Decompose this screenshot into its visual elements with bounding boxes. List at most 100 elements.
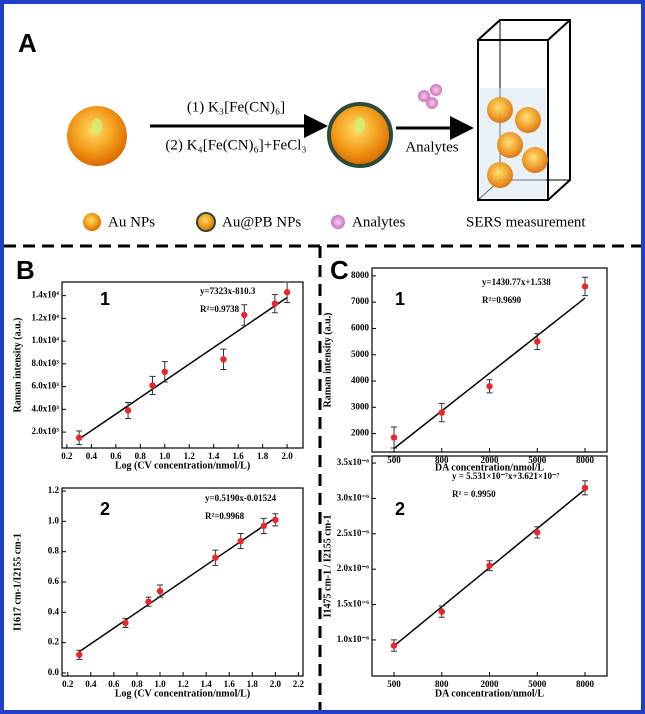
y-tick-label: 0.2 (48, 637, 60, 647)
point (534, 529, 541, 536)
plot-frame (61, 281, 304, 449)
annotation: R²=0.9690 (482, 295, 522, 305)
point (124, 407, 132, 414)
y-tick-label: 1.0x10⁴ (32, 335, 60, 345)
annotation: y=1430.77x+1.538 (482, 277, 551, 287)
x-tick-label: 2000 (481, 679, 500, 689)
x-tick-label: 2.0 (270, 679, 282, 689)
x-tick-label: 1.8 (247, 679, 259, 689)
arrow-label: Analytes (405, 139, 458, 155)
y-tick-label: 1.4x10⁴ (32, 290, 60, 300)
point (145, 598, 152, 605)
point (76, 651, 83, 658)
y-tick-label: 2.0x10⁻⁶ (337, 563, 370, 573)
x-tick-label: 0.2 (62, 679, 74, 689)
legend-icon (196, 212, 216, 232)
y-tick-label: 0.6 (48, 576, 60, 586)
x-tick-label: 0.6 (108, 679, 120, 689)
point (581, 283, 589, 290)
panel-number: 2 (100, 499, 110, 519)
cuvette (477, 19, 571, 201)
panel-letter: A (18, 28, 37, 58)
x-tick-label: 0.8 (135, 451, 147, 461)
x-tick-label: 500 (387, 679, 401, 689)
y-axis-title: I1475 cm-1 / I2155 cm-1 (322, 515, 333, 618)
point (438, 608, 445, 615)
legend-text: Analytes (352, 214, 405, 230)
y-axis-title: Raman intensity (a.u.) (322, 312, 333, 407)
point (212, 554, 219, 561)
x-axis-title: DA concentration/nmol/L (435, 688, 544, 699)
annotation: y=0.5190x-0.01524 (205, 493, 277, 503)
x-tick-label: 800 (435, 455, 449, 465)
point (75, 434, 83, 441)
x-tick-label: 500 (387, 455, 401, 465)
panel-letter: B (16, 255, 35, 285)
y-axis-title: Raman intensity (a.u.) (12, 317, 23, 412)
y-tick-label: 3.0x10⁻⁶ (337, 493, 370, 503)
y-tick-label: 5000 (351, 349, 370, 359)
point (438, 409, 445, 416)
point (486, 562, 493, 569)
panel-number: 2 (395, 499, 405, 519)
x-axis-title: Log (CV concentration/nmol/L) (115, 688, 250, 699)
x-tick-label: 800 (435, 679, 449, 689)
legend-text: Au@PB NPs (222, 214, 301, 230)
y-tick-label: 1.2x10⁴ (32, 312, 60, 322)
y-tick-label: 8.0x10³ (32, 358, 60, 368)
y-tick-label: 6.0x10³ (32, 381, 60, 391)
point (486, 383, 493, 390)
point (534, 338, 541, 345)
highlight (355, 117, 365, 133)
x-tick-label: 0.8 (131, 679, 143, 689)
y-tick-label: 6000 (351, 323, 370, 333)
x-tick-label: 0.6 (110, 451, 122, 461)
analyte (430, 84, 442, 96)
x-tick-label: 0.4 (85, 679, 97, 689)
au-pb-np (327, 102, 393, 168)
x-tick-label: 1.4 (208, 451, 220, 461)
legend-icon (331, 215, 345, 229)
annotation: R² = 0.9950 (452, 489, 496, 499)
x-tick-label: 1.8 (257, 451, 269, 461)
y-tick-label: 8000 (351, 270, 370, 280)
panel-letter: C (330, 255, 349, 285)
y-tick-label: 2.5x10⁻⁶ (337, 528, 370, 538)
x-tick-label: 1.2 (177, 679, 189, 689)
x-tick-label: 2.0 (281, 451, 293, 461)
y-tick-label: 1.2 (48, 485, 60, 495)
analyte (426, 97, 438, 109)
annotation: R²=0.9738 (200, 304, 240, 314)
annotation: y=7323x-810.3 (200, 286, 256, 296)
point (161, 368, 168, 376)
x-axis-title: DA concentration/nmol/L (435, 462, 544, 473)
point (237, 537, 244, 545)
y-tick-label: 1.0 (48, 515, 60, 525)
fit-line (393, 297, 586, 450)
x-tick-label: 1.6 (224, 679, 236, 689)
y-tick-label: 3.5x10⁻⁶ (337, 457, 370, 467)
x-tick-label: 1.2 (184, 451, 196, 461)
au-np (67, 106, 127, 166)
point (260, 522, 267, 530)
y-tick-label: 2.0x10³ (32, 426, 60, 436)
y-tick-label: 1.0x10⁻⁶ (337, 634, 370, 644)
y-tick-label: 3000 (351, 401, 370, 411)
y-tick-label: 2000 (351, 428, 370, 438)
y-tick-label: 0.8 (48, 546, 60, 556)
x-tick-label: 8000 (576, 679, 595, 689)
y-tick-label: 0.0 (48, 667, 60, 677)
point (241, 311, 248, 319)
point (581, 484, 589, 492)
point (272, 516, 279, 524)
y-tick-label: 4.0x10³ (32, 403, 60, 413)
x-tick-label: 1.0 (154, 679, 166, 689)
x-tick-label: 5000 (528, 679, 547, 689)
x-tick-label: 2000 (481, 455, 500, 465)
x-tick-label: 0.4 (86, 451, 98, 461)
highlight (92, 118, 102, 134)
legend-icon (83, 213, 101, 231)
point (122, 619, 129, 627)
x-tick-label: 1.6 (233, 451, 245, 461)
